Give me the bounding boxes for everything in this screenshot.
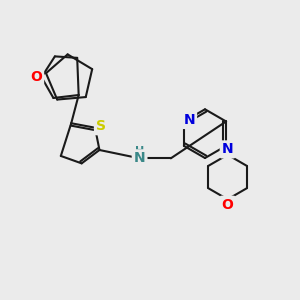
- Text: S: S: [96, 119, 106, 133]
- Text: H: H: [135, 146, 144, 156]
- Text: O: O: [30, 70, 42, 84]
- Text: N: N: [183, 113, 195, 127]
- Text: O: O: [222, 198, 233, 212]
- Text: N: N: [222, 142, 233, 156]
- Text: N: N: [134, 151, 146, 165]
